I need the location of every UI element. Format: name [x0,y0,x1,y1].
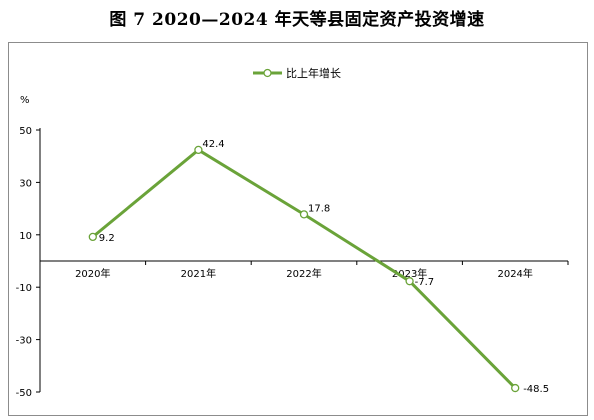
plot-area: 9.2 42.4 17.8 -7.7 -48.5 [88,139,549,395]
data-label: 42.4 [202,139,224,150]
data-point [511,383,520,393]
y-tick-label: 30 [19,178,32,189]
y-tick-label: -50 [16,388,32,399]
data-point [88,232,97,242]
legend-marker [263,68,272,78]
y-tick-label: 50 [19,126,32,137]
y-tick-label: -10 [16,283,32,294]
x-tick-label: 2020年 [75,267,110,280]
chart-title: 图 7 2020—2024 年天等县固定资产投资增速 [109,10,485,30]
y-axis-unit: % [20,95,30,106]
data-label: 17.8 [308,203,330,214]
data-point [194,145,203,155]
chart-frame [8,42,588,416]
data-point [405,277,414,286]
x-tick-label: 2022年 [286,267,321,280]
data-point [299,210,309,219]
legend: 比上年增长 [253,66,341,80]
data-label: -7.7 [415,277,435,288]
legend-label: 比上年增长 [286,66,341,80]
data-label: -48.5 [523,384,549,395]
x-tick-label: 2021年 [181,267,216,280]
y-tick-label: 10 [19,231,32,242]
x-tick-label: 2024年 [497,267,532,280]
y-tick-label: -30 [16,336,32,347]
data-label: 9.2 [99,233,115,244]
